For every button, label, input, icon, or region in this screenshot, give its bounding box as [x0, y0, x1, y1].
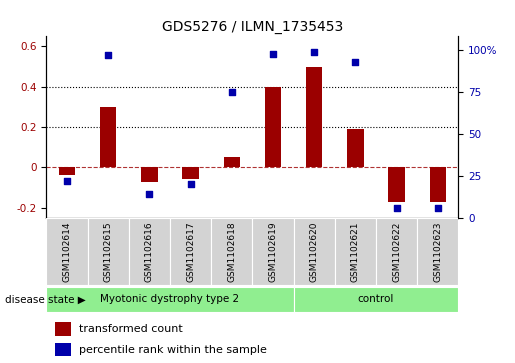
Text: percentile rank within the sample: percentile rank within the sample: [79, 345, 267, 355]
Bar: [306, 66, 322, 167]
Point: [269, 51, 277, 57]
Text: transformed count: transformed count: [79, 324, 183, 334]
Text: control: control: [358, 294, 394, 305]
Bar: [55, 343, 71, 356]
Point: [351, 59, 359, 65]
Text: GSM1102622: GSM1102622: [392, 221, 401, 282]
Bar: [265, 87, 281, 167]
Bar: [335, 218, 376, 285]
Point: [434, 205, 442, 211]
Text: GSM1102616: GSM1102616: [145, 221, 154, 282]
Bar: [59, 167, 75, 175]
Bar: [376, 218, 417, 285]
Bar: [182, 167, 199, 179]
Bar: [100, 107, 116, 167]
Bar: [88, 218, 129, 285]
Text: GSM1102618: GSM1102618: [227, 221, 236, 282]
Title: GDS5276 / ILMN_1735453: GDS5276 / ILMN_1735453: [162, 20, 343, 34]
Point: [392, 205, 401, 211]
Bar: [347, 129, 364, 167]
Text: GSM1102615: GSM1102615: [104, 221, 113, 282]
Point: [104, 52, 112, 58]
Point: [145, 191, 153, 197]
Bar: [170, 218, 211, 285]
Point: [186, 182, 195, 187]
Bar: [55, 322, 71, 336]
Bar: [252, 218, 294, 285]
Bar: [430, 167, 446, 202]
Point: [228, 89, 236, 95]
Point: [63, 178, 71, 184]
Text: GSM1102614: GSM1102614: [62, 221, 72, 282]
Text: GSM1102620: GSM1102620: [310, 221, 319, 282]
Bar: [224, 157, 240, 167]
Bar: [417, 218, 458, 285]
Text: GSM1102619: GSM1102619: [268, 221, 278, 282]
Point: [310, 49, 318, 55]
Bar: [294, 218, 335, 285]
Text: Myotonic dystrophy type 2: Myotonic dystrophy type 2: [100, 294, 239, 305]
Text: GSM1102623: GSM1102623: [433, 221, 442, 282]
Bar: [141, 167, 158, 182]
Text: GSM1102621: GSM1102621: [351, 221, 360, 282]
Bar: [46, 287, 294, 312]
Bar: [46, 218, 88, 285]
Text: GSM1102617: GSM1102617: [186, 221, 195, 282]
Bar: [211, 218, 252, 285]
Text: disease state ▶: disease state ▶: [5, 294, 86, 305]
Bar: [129, 218, 170, 285]
Bar: [294, 287, 458, 312]
Bar: [388, 167, 405, 202]
